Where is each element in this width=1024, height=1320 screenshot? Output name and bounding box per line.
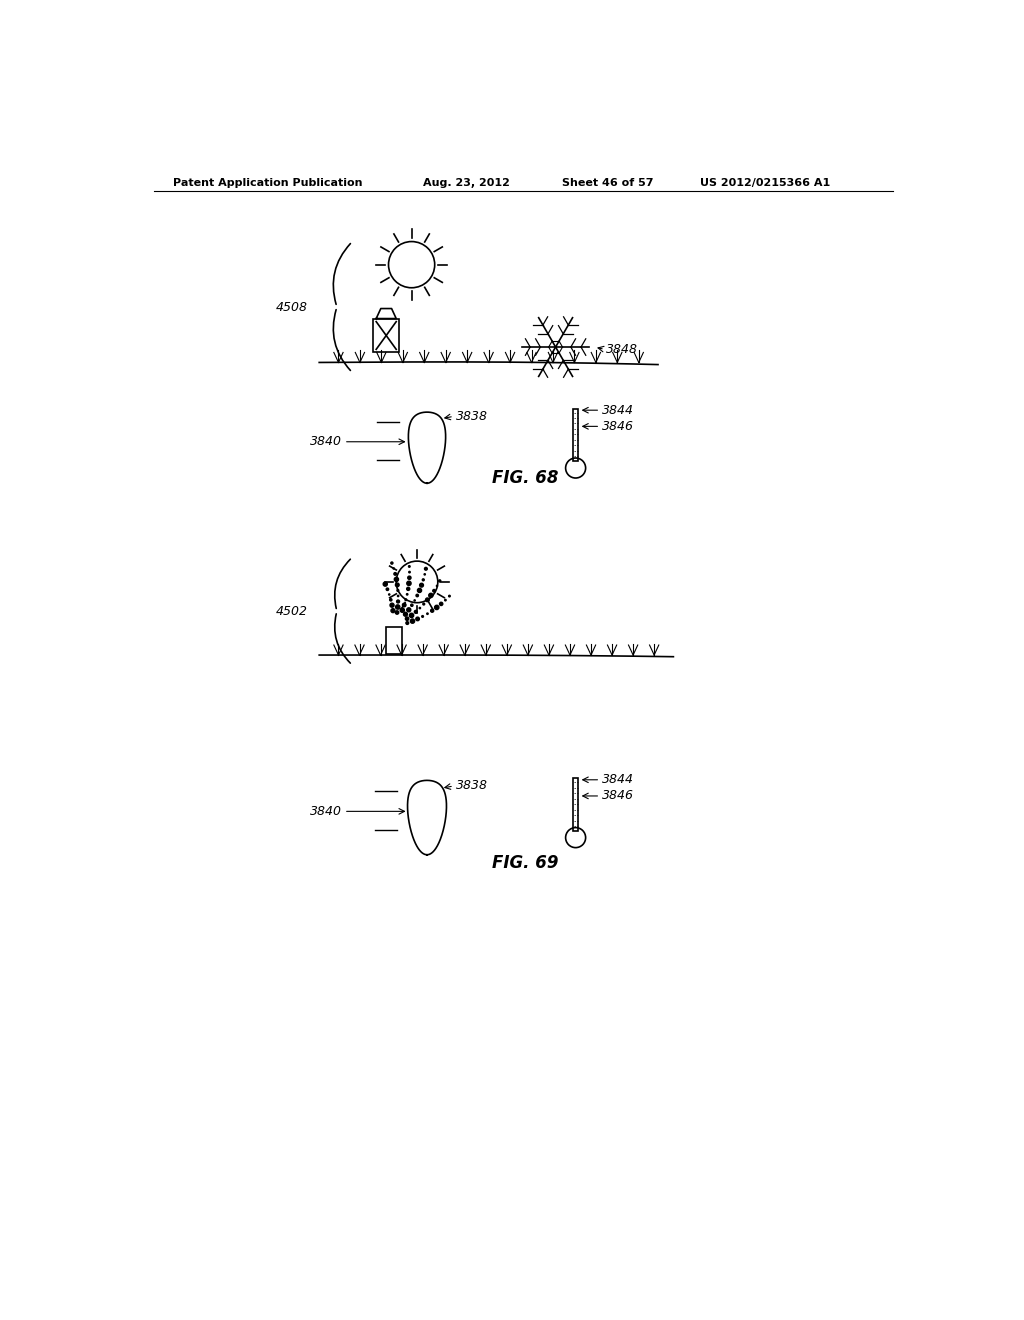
Circle shape: [390, 603, 394, 607]
Circle shape: [411, 605, 413, 606]
Text: 3846: 3846: [602, 789, 634, 803]
Text: FIG. 69: FIG. 69: [492, 854, 558, 873]
Circle shape: [433, 590, 435, 593]
Circle shape: [416, 618, 420, 620]
Text: 3846: 3846: [602, 420, 634, 433]
Circle shape: [422, 579, 424, 581]
Circle shape: [394, 577, 398, 582]
Text: Patent Application Publication: Patent Application Publication: [173, 178, 362, 187]
Circle shape: [409, 566, 411, 568]
Circle shape: [415, 610, 417, 614]
Circle shape: [409, 572, 411, 573]
Circle shape: [418, 589, 422, 593]
Circle shape: [404, 599, 407, 601]
Circle shape: [410, 614, 414, 618]
Circle shape: [397, 595, 398, 597]
Circle shape: [425, 568, 427, 570]
Circle shape: [426, 598, 429, 602]
Circle shape: [400, 609, 404, 612]
Circle shape: [407, 587, 410, 590]
Circle shape: [407, 607, 411, 612]
Text: 4508: 4508: [275, 301, 307, 314]
Circle shape: [411, 619, 415, 623]
Text: 4502: 4502: [275, 605, 307, 618]
Circle shape: [427, 612, 428, 614]
Text: US 2012/0215366 A1: US 2012/0215366 A1: [700, 178, 830, 187]
Circle shape: [438, 579, 440, 582]
Circle shape: [395, 583, 399, 587]
Circle shape: [439, 602, 442, 606]
Circle shape: [423, 603, 425, 605]
Bar: [386, 627, 401, 653]
Text: 3838: 3838: [456, 409, 487, 422]
Circle shape: [408, 576, 411, 579]
Circle shape: [419, 607, 421, 609]
Circle shape: [406, 616, 409, 620]
Circle shape: [406, 622, 409, 624]
Circle shape: [402, 603, 406, 607]
Text: 3844: 3844: [602, 404, 634, 417]
Circle shape: [386, 587, 389, 590]
Circle shape: [407, 581, 411, 586]
Circle shape: [396, 601, 399, 603]
Circle shape: [397, 590, 398, 591]
Circle shape: [434, 606, 439, 610]
Circle shape: [395, 605, 399, 609]
Circle shape: [390, 599, 392, 601]
Circle shape: [394, 573, 396, 576]
Circle shape: [444, 599, 446, 601]
Bar: [572, 409, 579, 461]
Circle shape: [391, 562, 393, 564]
Circle shape: [429, 593, 433, 598]
Text: 3838: 3838: [456, 779, 487, 792]
Text: 3840: 3840: [310, 436, 342, 449]
Circle shape: [395, 611, 398, 614]
Text: Sheet 46 of 57: Sheet 46 of 57: [562, 178, 653, 187]
Text: FIG. 68: FIG. 68: [492, 469, 558, 487]
Circle shape: [420, 583, 424, 587]
Circle shape: [383, 582, 387, 586]
Circle shape: [449, 595, 451, 597]
Circle shape: [391, 609, 395, 612]
Circle shape: [416, 594, 419, 597]
Text: 3848: 3848: [606, 343, 638, 356]
Circle shape: [422, 615, 424, 618]
Circle shape: [431, 609, 434, 612]
Circle shape: [403, 612, 408, 616]
Text: 3840: 3840: [310, 805, 342, 818]
Text: Aug. 23, 2012: Aug. 23, 2012: [423, 178, 510, 187]
Text: 3844: 3844: [602, 774, 634, 787]
Bar: [572, 779, 579, 830]
Bar: [373, 318, 399, 352]
Circle shape: [407, 594, 408, 595]
